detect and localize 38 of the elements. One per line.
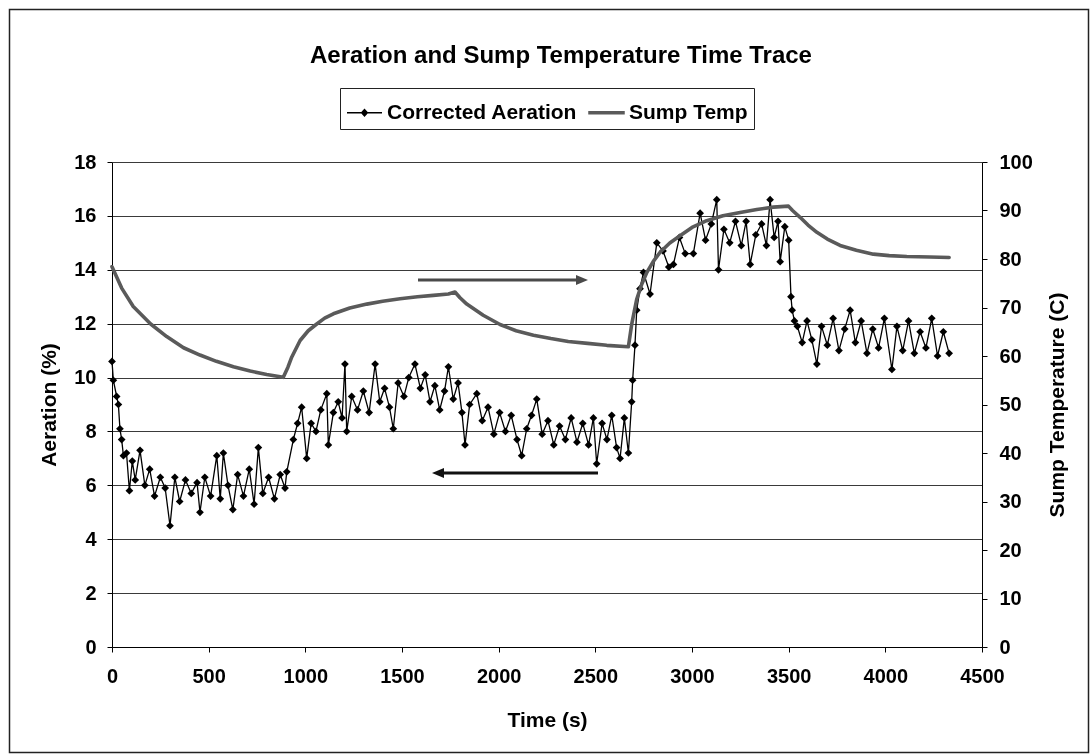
- x-tick-label: 3000: [670, 664, 715, 687]
- x-tick-label: 4000: [863, 664, 909, 687]
- y-tick-label: 6: [85, 473, 97, 496]
- chart-title: Aeration and Sump Temperature Time Trace: [310, 40, 812, 68]
- y-axis-title: Aeration (%): [37, 343, 61, 467]
- x-tick-label: 4500: [960, 664, 1005, 687]
- y-tick-label: 2: [85, 581, 97, 604]
- y-tick-label: 0: [85, 635, 97, 658]
- y2-tick-label: 40: [999, 441, 1022, 464]
- y2-tick-label: 0: [999, 635, 1011, 658]
- y2-tick-label: 60: [999, 344, 1022, 367]
- x-tick-label: 500: [192, 664, 226, 687]
- y-tick-label: 12: [74, 312, 97, 335]
- y2-tick-label: 30: [999, 490, 1022, 512]
- y2-tick-label: 80: [999, 247, 1022, 270]
- x-tick-label: 1500: [380, 664, 425, 687]
- y-tick-label: 10: [74, 366, 97, 389]
- y2-axis-title: Sump Temperature (C): [1044, 292, 1068, 518]
- y2-tick-label: 10: [999, 587, 1022, 609]
- y2-tick-label: 90: [999, 199, 1022, 221]
- y-tick-label: 14: [74, 258, 98, 281]
- y-tick-label: 8: [85, 419, 97, 442]
- y-tick-label: 16: [74, 204, 97, 227]
- legend-label: Sump Temp: [629, 99, 748, 123]
- y2-tick-label: 100: [999, 150, 1033, 173]
- legend-label: Corrected Aeration: [387, 99, 577, 123]
- x-tick-label: 3500: [766, 664, 812, 687]
- x-tick-label: 2000: [476, 664, 522, 687]
- x-tick-label: 0: [106, 664, 119, 687]
- y2-tick-label: 70: [999, 296, 1022, 318]
- x-tick-label: 1000: [283, 664, 329, 687]
- line-series: [110, 204, 951, 380]
- y2-tick-label: 50: [999, 393, 1022, 415]
- x-tick-label: 2500: [573, 664, 619, 687]
- y2-tick-label: 20: [999, 538, 1022, 561]
- x-axis-title: Time (s): [507, 707, 588, 731]
- y-tick-label: 4: [85, 527, 98, 550]
- y-tick-label: 18: [74, 150, 97, 173]
